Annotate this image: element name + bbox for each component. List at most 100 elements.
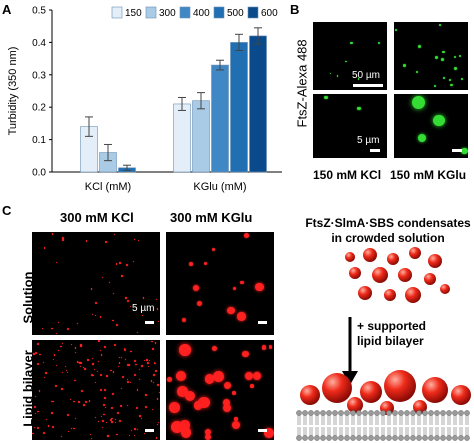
particle — [130, 429, 132, 432]
particle — [116, 412, 119, 415]
lipid-head-top — [398, 410, 404, 416]
particle — [117, 366, 119, 367]
particle — [123, 348, 125, 350]
particle — [129, 381, 131, 383]
particle — [182, 317, 187, 322]
legend-label-600: 600 — [261, 8, 278, 19]
particle — [133, 238, 135, 240]
lipid-head-bottom — [368, 435, 374, 441]
lipid-head-bottom — [308, 435, 314, 441]
particle — [176, 371, 187, 382]
condensate-on-bilayer — [422, 377, 448, 403]
particle — [226, 306, 235, 315]
bar-600-1 — [249, 35, 267, 173]
particle — [82, 404, 85, 406]
particle — [84, 400, 88, 403]
particle — [103, 403, 106, 406]
particle — [51, 426, 54, 429]
particle — [110, 417, 113, 420]
lipid-head-bottom — [356, 435, 362, 441]
particle — [459, 54, 462, 57]
legend-swatch-400 — [179, 6, 191, 19]
particle — [449, 79, 451, 81]
particle — [34, 427, 36, 429]
particle — [143, 432, 145, 434]
particle — [156, 298, 158, 300]
particle — [52, 358, 55, 361]
particle — [55, 261, 57, 263]
particle — [116, 433, 118, 436]
particle — [151, 341, 153, 343]
particle — [110, 369, 112, 372]
particle — [170, 421, 183, 433]
lipid-head-top — [320, 410, 326, 416]
particle — [94, 314, 97, 317]
particle — [136, 388, 139, 391]
micrograph-b-kcl-low-mag — [313, 22, 387, 90]
particle — [159, 391, 160, 393]
lipid-head-bottom — [416, 435, 422, 441]
particle — [357, 77, 360, 80]
arrow-head — [342, 371, 358, 385]
lipid-head-top — [428, 410, 434, 416]
particle — [180, 420, 190, 430]
condensate-sphere — [384, 289, 396, 301]
particle — [55, 365, 57, 367]
particle — [35, 352, 38, 355]
particle — [73, 400, 75, 403]
particle — [157, 422, 159, 424]
lipid-head-bottom — [374, 435, 380, 441]
particle — [151, 348, 154, 351]
particle — [244, 233, 249, 238]
lipid-head-top — [308, 410, 314, 416]
particle — [126, 404, 129, 407]
particle — [32, 432, 34, 435]
lipid-head-bottom — [464, 435, 470, 441]
particle — [237, 312, 246, 321]
scale-bar-c-3 — [145, 429, 154, 432]
particle — [94, 381, 97, 384]
particle — [169, 401, 181, 413]
particle — [115, 324, 118, 327]
particle — [58, 349, 60, 351]
particle — [91, 438, 93, 440]
particle — [142, 315, 144, 316]
particle — [143, 359, 145, 361]
particle — [211, 345, 217, 351]
particle — [86, 359, 89, 361]
particle — [192, 285, 199, 292]
particle — [180, 427, 192, 438]
particle — [76, 361, 79, 363]
particle — [111, 393, 114, 396]
lipid-head-top — [302, 410, 308, 416]
y-tick-label: 0.3 — [32, 70, 46, 81]
schematic-title-line2: in crowded solution — [331, 231, 445, 245]
bar-150-1 — [173, 103, 191, 173]
particle — [213, 371, 224, 382]
particle — [138, 379, 140, 381]
y-tick-label: 0.2 — [32, 103, 46, 114]
lipid-head-top — [386, 410, 392, 416]
lipid-head-bottom — [386, 435, 392, 441]
particle — [74, 346, 77, 349]
particle — [77, 361, 80, 364]
particle — [323, 95, 328, 100]
particle — [116, 263, 118, 265]
particle — [378, 41, 381, 44]
condensate-on-bilayer — [451, 385, 471, 405]
particle — [453, 67, 458, 71]
particle — [147, 362, 149, 364]
particle — [232, 286, 237, 291]
legend-swatch-500 — [213, 6, 225, 19]
particle — [61, 236, 64, 239]
lipid-head-bottom — [314, 435, 320, 441]
lipid-head-bottom — [350, 435, 356, 441]
particle — [110, 420, 113, 423]
lipid-head-top — [380, 410, 386, 416]
condensate-sphere — [372, 267, 388, 283]
particle — [73, 427, 75, 430]
scale-bar-c-4 — [258, 429, 267, 432]
y-tick-label: 0.5 — [32, 6, 46, 17]
particle — [442, 50, 445, 54]
legend-swatch-150 — [111, 6, 123, 19]
